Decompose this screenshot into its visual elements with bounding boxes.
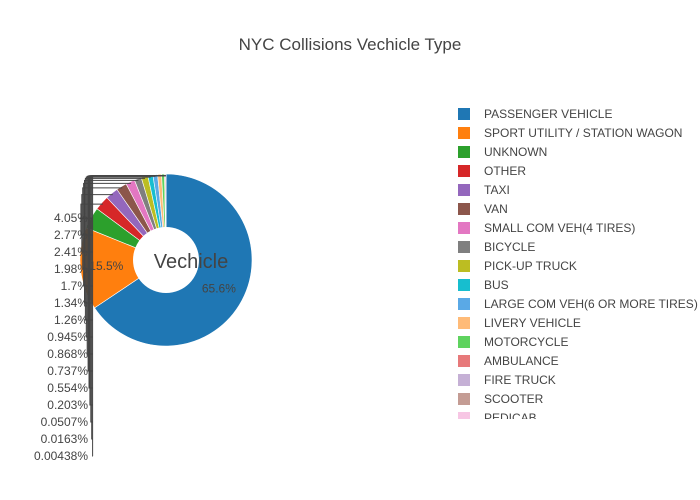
legend-label: PASSENGER VEHICLE <box>484 107 612 121</box>
slice-value-label: 65.6% <box>202 281 236 295</box>
legend-item-bus[interactable]: BUS <box>458 278 509 292</box>
legend-swatch <box>458 336 470 348</box>
legend-item-ambulance[interactable]: AMBULANCE <box>458 354 559 368</box>
legend-item-scooter[interactable]: SCOOTER <box>458 392 544 406</box>
legend-item-taxi[interactable]: TAXI <box>458 183 510 197</box>
legend-swatch <box>458 108 470 120</box>
legend-label: UNKNOWN <box>484 145 547 159</box>
slice-value-label: 1.98% <box>54 262 88 276</box>
slice-value-label: 0.0507% <box>41 415 89 429</box>
chart-title: NYC Collisions Vechicle Type <box>239 35 462 54</box>
slice-value-label: 4.05% <box>54 211 88 225</box>
legend-item-livery-vehicle[interactable]: LIVERY VEHICLE <box>458 316 581 330</box>
legend-item-motorcycle[interactable]: MOTORCYCLE <box>458 335 568 349</box>
legend-label: MOTORCYCLE <box>484 335 568 349</box>
legend-item-fire-truck[interactable]: FIRE TRUCK <box>458 373 556 387</box>
legend-item-other[interactable]: OTHER <box>458 164 526 178</box>
legend-swatch <box>458 412 470 419</box>
legend-item-bicycle[interactable]: BICYCLE <box>458 240 535 254</box>
legend-item-small-com-veh-4-tires[interactable]: SMALL COM VEH(4 TIRES) <box>458 221 635 235</box>
legend-item-van[interactable]: VAN <box>458 202 508 216</box>
legend-swatch <box>458 127 470 139</box>
slice-value-label: 0.00438% <box>34 449 88 463</box>
legend-swatch <box>458 184 470 196</box>
legend-item-sport-utility-station-wagon[interactable]: SPORT UTILITY / STATION WAGON <box>458 126 682 140</box>
slice-value-label: 0.737% <box>47 364 88 378</box>
slice-value-label: 0.0163% <box>41 432 89 446</box>
legend-label: VAN <box>484 202 508 216</box>
legend-item-pedicab[interactable]: PEDICAB <box>458 411 537 425</box>
legend-swatch <box>458 317 470 329</box>
legend-label: PEDICAB <box>484 411 537 425</box>
legend-item-large-com-veh-6-or-more-tires[interactable]: LARGE COM VEH(6 OR MORE TIRES) <box>458 297 698 311</box>
legend-swatch <box>458 355 470 367</box>
legend-label: AMBULANCE <box>484 354 559 368</box>
leader-line <box>92 175 166 457</box>
legend-label: PICK-UP TRUCK <box>484 259 577 273</box>
legend-label: SMALL COM VEH(4 TIRES) <box>484 221 635 235</box>
legend-label: LARGE COM VEH(6 OR MORE TIRES) <box>484 297 698 311</box>
outside-label-leaders <box>79 175 166 457</box>
legend-item-pick-up-truck[interactable]: PICK-UP TRUCK <box>458 259 577 273</box>
legend-label: FIRE TRUCK <box>484 373 556 387</box>
legend-label: TAXI <box>484 183 510 197</box>
legend-label: SPORT UTILITY / STATION WAGON <box>484 126 682 140</box>
legend-swatch <box>458 279 470 291</box>
legend-swatch <box>458 165 470 177</box>
legend-label: BUS <box>484 278 509 292</box>
legend-swatch <box>458 374 470 386</box>
legend-label: OTHER <box>484 164 526 178</box>
slice-value-label: 0.945% <box>47 330 88 344</box>
slice-value-label: 1.7% <box>61 279 89 293</box>
legend-swatch <box>458 146 470 158</box>
slice-value-label: 1.34% <box>54 296 88 310</box>
legend-item-unknown[interactable]: UNKNOWN <box>458 145 547 159</box>
slice-value-label: 0.203% <box>47 398 88 412</box>
slice-value-label: 15.5% <box>89 259 123 273</box>
legend-swatch <box>458 222 470 234</box>
slice-value-label: 1.26% <box>54 313 88 327</box>
donut-hole <box>133 227 199 293</box>
legend-label: LIVERY VEHICLE <box>484 316 581 330</box>
legend-swatch <box>458 203 470 215</box>
legend-swatch <box>458 241 470 253</box>
legend[interactable]: PASSENGER VEHICLE SPORT UTILITY / STATION… <box>458 107 698 425</box>
slice-value-label: 0.868% <box>47 347 88 361</box>
legend-swatch <box>458 260 470 272</box>
legend-label: SCOOTER <box>484 392 544 406</box>
slice-labels: 65.6% 15.5% 4.05% 2.77% 2.41% 1.98% 1.7% 1.34% 1… <box>34 211 236 463</box>
slice-value-label: 0.554% <box>47 381 88 395</box>
legend-swatch <box>458 393 470 405</box>
legend-swatch <box>458 298 470 310</box>
slice-value-label: 2.77% <box>54 228 88 242</box>
legend-item-passenger-vehicle[interactable]: PASSENGER VEHICLE <box>458 107 612 121</box>
slice-value-label: 2.41% <box>54 245 88 259</box>
legend-label: BICYCLE <box>484 240 535 254</box>
hole-label: Vechicle <box>154 251 229 273</box>
